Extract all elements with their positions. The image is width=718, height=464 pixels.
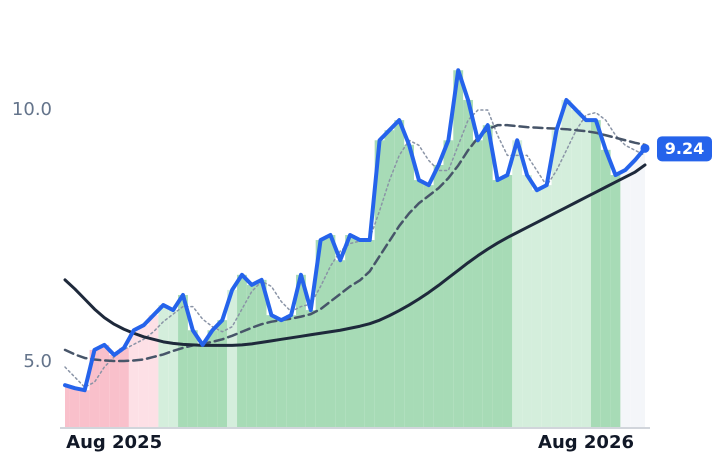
regime-area: [335, 260, 346, 427]
y-tick-label: 10.0: [12, 99, 52, 120]
regime-area: [443, 140, 454, 427]
regime-area: [197, 344, 208, 427]
regime-area: [600, 149, 611, 427]
regime-area: [472, 140, 483, 427]
regime-area: [364, 240, 375, 427]
regime-area: [374, 140, 385, 427]
regime-area: [355, 240, 365, 427]
regime-area: [168, 310, 179, 427]
regime-area: [138, 325, 149, 427]
regime-area: [246, 284, 257, 427]
regime-area: [522, 175, 532, 427]
series-line: [63, 68, 647, 393]
regime-area: [128, 330, 139, 427]
regime-area: [541, 185, 552, 427]
regime-area: [286, 315, 297, 427]
regime-area: [630, 159, 641, 427]
regime-area: [217, 320, 228, 427]
regime-area: [296, 274, 306, 427]
regime-area: [207, 330, 218, 427]
regime-area: [266, 315, 277, 427]
regime-area: [551, 130, 562, 427]
regime-area: [79, 390, 90, 427]
regime-area: [423, 185, 434, 427]
series-line: [63, 163, 647, 347]
regime-area: [158, 305, 169, 427]
regime-area: [531, 190, 542, 427]
value-label: 9.24: [665, 139, 704, 158]
regime-area: [512, 140, 523, 427]
regime-area: [610, 175, 621, 427]
regime-area: [413, 180, 424, 427]
regime-area: [305, 310, 316, 427]
x-tick-label: Aug 2025: [66, 432, 162, 453]
regime-area: [256, 279, 267, 427]
regime-area: [345, 235, 355, 427]
regime-area: [69, 388, 80, 427]
regime-area: [394, 120, 405, 427]
y-tick-label: 5.0: [23, 351, 52, 372]
regime-area: [453, 70, 464, 427]
value-badge: [657, 136, 712, 162]
regime-area: [187, 330, 198, 427]
regime-area: [561, 99, 572, 427]
regime-area: [99, 344, 110, 427]
regime-area: [482, 125, 493, 427]
regime-area: [502, 175, 513, 427]
regime-area: [276, 320, 287, 427]
regime-area: [148, 315, 159, 427]
regime-area: [89, 349, 100, 427]
regime-area: [65, 385, 70, 427]
x-tick-label: Aug 2026: [538, 432, 634, 453]
regime-area: [581, 120, 591, 427]
last-point: [640, 143, 650, 153]
regime-area: [384, 130, 395, 427]
regime-area: [227, 289, 238, 427]
regime-area: [237, 274, 247, 427]
regime-area: [109, 354, 120, 427]
series-line: [63, 123, 647, 363]
regime-area: [590, 120, 601, 427]
regime-area: [640, 148, 645, 427]
regime-area: [119, 347, 129, 427]
regime-area: [433, 164, 444, 427]
regime-area: [492, 180, 503, 427]
regime-area: [404, 144, 414, 427]
regime-area: [620, 170, 631, 427]
regime-area: [571, 110, 582, 427]
regime-area: [178, 294, 188, 427]
